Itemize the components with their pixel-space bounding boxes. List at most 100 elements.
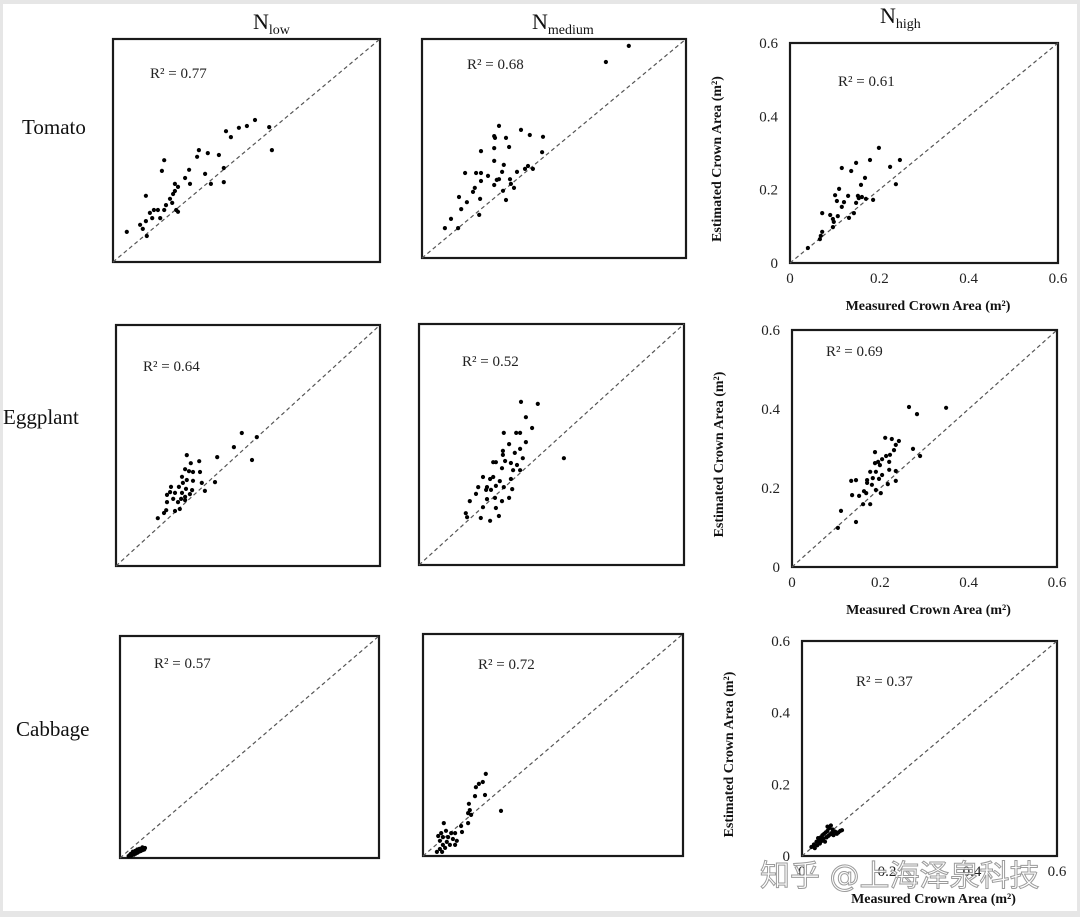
data-point	[818, 233, 823, 238]
data-point	[820, 229, 825, 234]
data-point	[269, 148, 274, 153]
data-point	[187, 492, 192, 497]
data-point	[492, 158, 497, 163]
x-tick-label: 0.4	[959, 575, 978, 591]
data-point	[497, 479, 502, 484]
data-point	[862, 175, 868, 180]
data-point	[143, 193, 148, 198]
data-point	[944, 405, 949, 410]
data-point	[910, 446, 916, 451]
data-point	[449, 831, 454, 836]
scatter-panel-eggplant-n-high: R² = 0.69 0 0.2 0.4 0.6 0 0.2 0.4 0.6 Measured Cr…	[712, 323, 1067, 618]
data-point	[812, 846, 817, 851]
data-point	[478, 170, 484, 176]
y-tick-label: 0	[773, 560, 781, 576]
data-point	[205, 151, 210, 156]
x-axis-title: Measured Crown Area (m²)	[846, 603, 1011, 618]
x-axis-title: Measured Crown Area (m²)	[851, 892, 1016, 907]
data-point	[470, 189, 476, 194]
data-point	[183, 486, 189, 491]
data-point	[518, 446, 523, 451]
data-point	[150, 216, 155, 221]
data-point	[488, 487, 494, 492]
data-point	[179, 496, 184, 501]
r-squared-label: R² = 0.69	[826, 344, 883, 360]
data-point	[514, 430, 519, 435]
watermark-text: 知乎 @上海泽泉科技	[760, 859, 1040, 894]
data-point	[503, 458, 508, 464]
data-point	[484, 487, 489, 492]
data-point	[503, 197, 509, 203]
data-point	[889, 436, 894, 442]
data-point	[914, 412, 920, 417]
data-point	[437, 838, 442, 843]
data-point	[873, 469, 879, 474]
data-point	[831, 219, 836, 224]
data-point	[496, 513, 501, 519]
data-point	[523, 415, 529, 420]
data-point	[477, 212, 482, 217]
data-point	[190, 469, 196, 475]
data-point	[473, 785, 478, 790]
data-point	[494, 177, 499, 182]
column-header-sub: medium	[548, 23, 594, 38]
data-point	[493, 483, 498, 488]
data-point	[216, 152, 221, 158]
data-point	[530, 425, 535, 431]
scatter-panel-eggplant-n-medium: R² = 0.52	[417, 322, 686, 567]
column-header-low: Nlow	[253, 9, 291, 38]
data-point	[864, 491, 869, 496]
data-point	[828, 212, 833, 218]
data-point	[511, 185, 517, 190]
data-point	[508, 181, 513, 186]
data-point	[876, 476, 882, 481]
data-point	[893, 468, 898, 474]
data-point	[215, 455, 220, 460]
data-point	[236, 125, 241, 130]
x-tick-label: 0.2	[870, 271, 889, 287]
data-point	[441, 821, 446, 826]
data-point	[466, 801, 471, 806]
data-point	[520, 456, 525, 461]
column-header-sub: high	[896, 17, 921, 32]
data-point	[231, 445, 236, 450]
data-point	[437, 846, 442, 852]
data-point	[161, 510, 167, 516]
data-point	[172, 181, 177, 186]
scatter-panel-cabbage-n-medium: R² = 0.72	[421, 632, 685, 858]
data-point	[484, 497, 490, 502]
data-point	[187, 167, 192, 172]
y-tick-label: 0.4	[759, 109, 778, 125]
data-point	[463, 511, 468, 516]
data-point	[162, 207, 167, 213]
data-point	[492, 182, 497, 188]
data-point	[540, 150, 545, 155]
data-point	[493, 505, 498, 511]
data-point	[172, 490, 178, 495]
data-point	[834, 198, 840, 204]
data-point	[523, 440, 529, 445]
data-point	[171, 496, 176, 501]
data-point	[830, 225, 836, 230]
data-point	[906, 404, 912, 410]
data-point	[183, 175, 188, 181]
data-point	[825, 824, 830, 829]
data-point	[828, 823, 834, 828]
data-point	[603, 59, 609, 65]
one-to-one-reference-line	[112, 38, 381, 263]
data-point	[196, 148, 201, 153]
data-point	[893, 442, 898, 447]
y-tick-label: 0.6	[771, 634, 790, 650]
y-tick-label: 0	[783, 849, 791, 865]
r-squared-label: R² = 0.68	[467, 57, 524, 73]
data-point	[163, 203, 169, 208]
data-point	[459, 207, 464, 212]
x-tick-label: 0.6	[1048, 575, 1067, 591]
column-header-main: N	[253, 9, 269, 34]
data-point	[891, 448, 897, 453]
data-point	[195, 154, 200, 159]
r-squared-label: R² = 0.52	[462, 354, 519, 370]
one-to-one-reference-line	[422, 633, 684, 857]
y-axis-title: Estimated Crown Area (m²)	[722, 671, 737, 837]
